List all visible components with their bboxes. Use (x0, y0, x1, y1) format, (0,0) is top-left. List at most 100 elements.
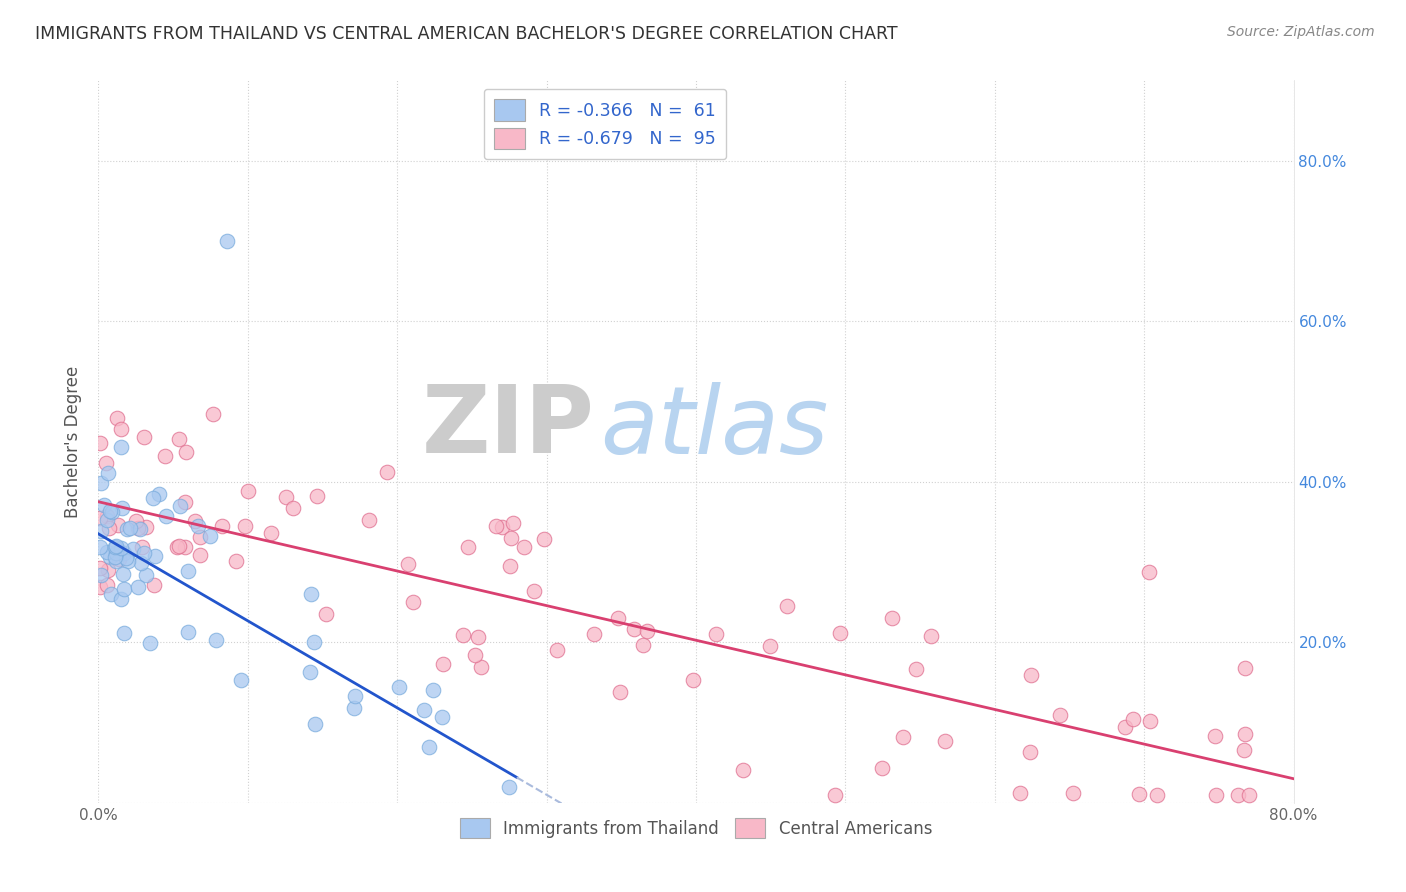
Point (184, 514, 207, 528)
Point (920, 629, 942, 643)
Point (127, 521, 149, 535)
Point (1114, 720, 1136, 734)
Point (101, 506, 124, 520)
Point (499, 531, 522, 545)
Point (891, 730, 914, 744)
Point (96, 514, 118, 528)
Point (97, 466, 120, 480)
Point (112, 546, 135, 560)
Point (108, 552, 131, 566)
Point (174, 445, 197, 459)
Point (148, 487, 170, 501)
Point (905, 662, 928, 676)
Point (396, 557, 419, 571)
Point (177, 565, 200, 579)
Point (97, 521, 120, 535)
Point (682, 673, 704, 687)
Point (260, 525, 283, 540)
Point (225, 554, 247, 568)
Point (304, 716, 326, 731)
Point (100, 504, 122, 518)
Point (107, 518, 129, 533)
Point (359, 513, 381, 527)
Point (343, 689, 366, 703)
Point (513, 540, 536, 554)
Point (128, 522, 150, 536)
Point (104, 549, 127, 564)
Point (96, 545, 118, 559)
Point (112, 582, 135, 597)
Point (110, 422, 132, 436)
Point (215, 234, 238, 248)
Point (115, 551, 138, 566)
Point (824, 788, 846, 802)
Point (120, 521, 142, 535)
Point (97, 562, 120, 576)
Point (108, 545, 131, 559)
Point (759, 639, 782, 653)
Point (169, 499, 191, 513)
Point (90, 524, 112, 538)
Point (132, 430, 155, 444)
Point (402, 594, 425, 608)
Point (135, 520, 157, 534)
Point (1128, 787, 1150, 801)
Point (631, 638, 654, 652)
Point (131, 540, 153, 554)
Point (299, 587, 322, 601)
Point (121, 541, 143, 556)
Point (200, 528, 222, 542)
Point (153, 449, 176, 463)
Point (1205, 788, 1227, 802)
Point (139, 635, 162, 649)
Point (502, 516, 524, 530)
Point (1019, 668, 1042, 682)
Point (117, 522, 139, 536)
Point (499, 558, 522, 573)
Point (467, 630, 489, 644)
Y-axis label: Bachelor's Degree: Bachelor's Degree (65, 366, 83, 517)
Point (112, 626, 135, 640)
Point (343, 701, 366, 715)
Point (1237, 788, 1260, 802)
Point (173, 540, 195, 554)
Point (110, 592, 132, 607)
Point (96, 578, 118, 592)
Point (880, 610, 903, 624)
Point (125, 514, 148, 528)
Point (276, 490, 298, 504)
Point (464, 648, 486, 662)
Point (375, 466, 398, 480)
Point (89, 540, 111, 554)
Point (934, 733, 956, 747)
Point (636, 624, 658, 638)
Point (129, 556, 152, 570)
Point (155, 509, 177, 524)
Point (418, 739, 440, 754)
Point (485, 519, 508, 533)
Point (174, 494, 197, 508)
Point (233, 519, 256, 533)
Point (90, 567, 112, 582)
Point (96, 509, 118, 524)
Point (90, 475, 112, 490)
Point (731, 763, 754, 777)
Point (315, 607, 337, 621)
Point (100, 587, 122, 601)
Point (1146, 788, 1168, 802)
Point (187, 519, 209, 533)
Point (104, 546, 127, 560)
Point (1226, 788, 1249, 802)
Point (1062, 786, 1084, 800)
Point (606, 611, 628, 625)
Point (432, 657, 454, 671)
Point (98, 549, 121, 564)
Point (430, 710, 453, 724)
Point (211, 518, 233, 533)
Point (205, 633, 228, 648)
Point (110, 541, 132, 555)
Point (1234, 661, 1257, 675)
Point (704, 627, 727, 641)
Point (104, 540, 127, 554)
Point (142, 491, 165, 505)
